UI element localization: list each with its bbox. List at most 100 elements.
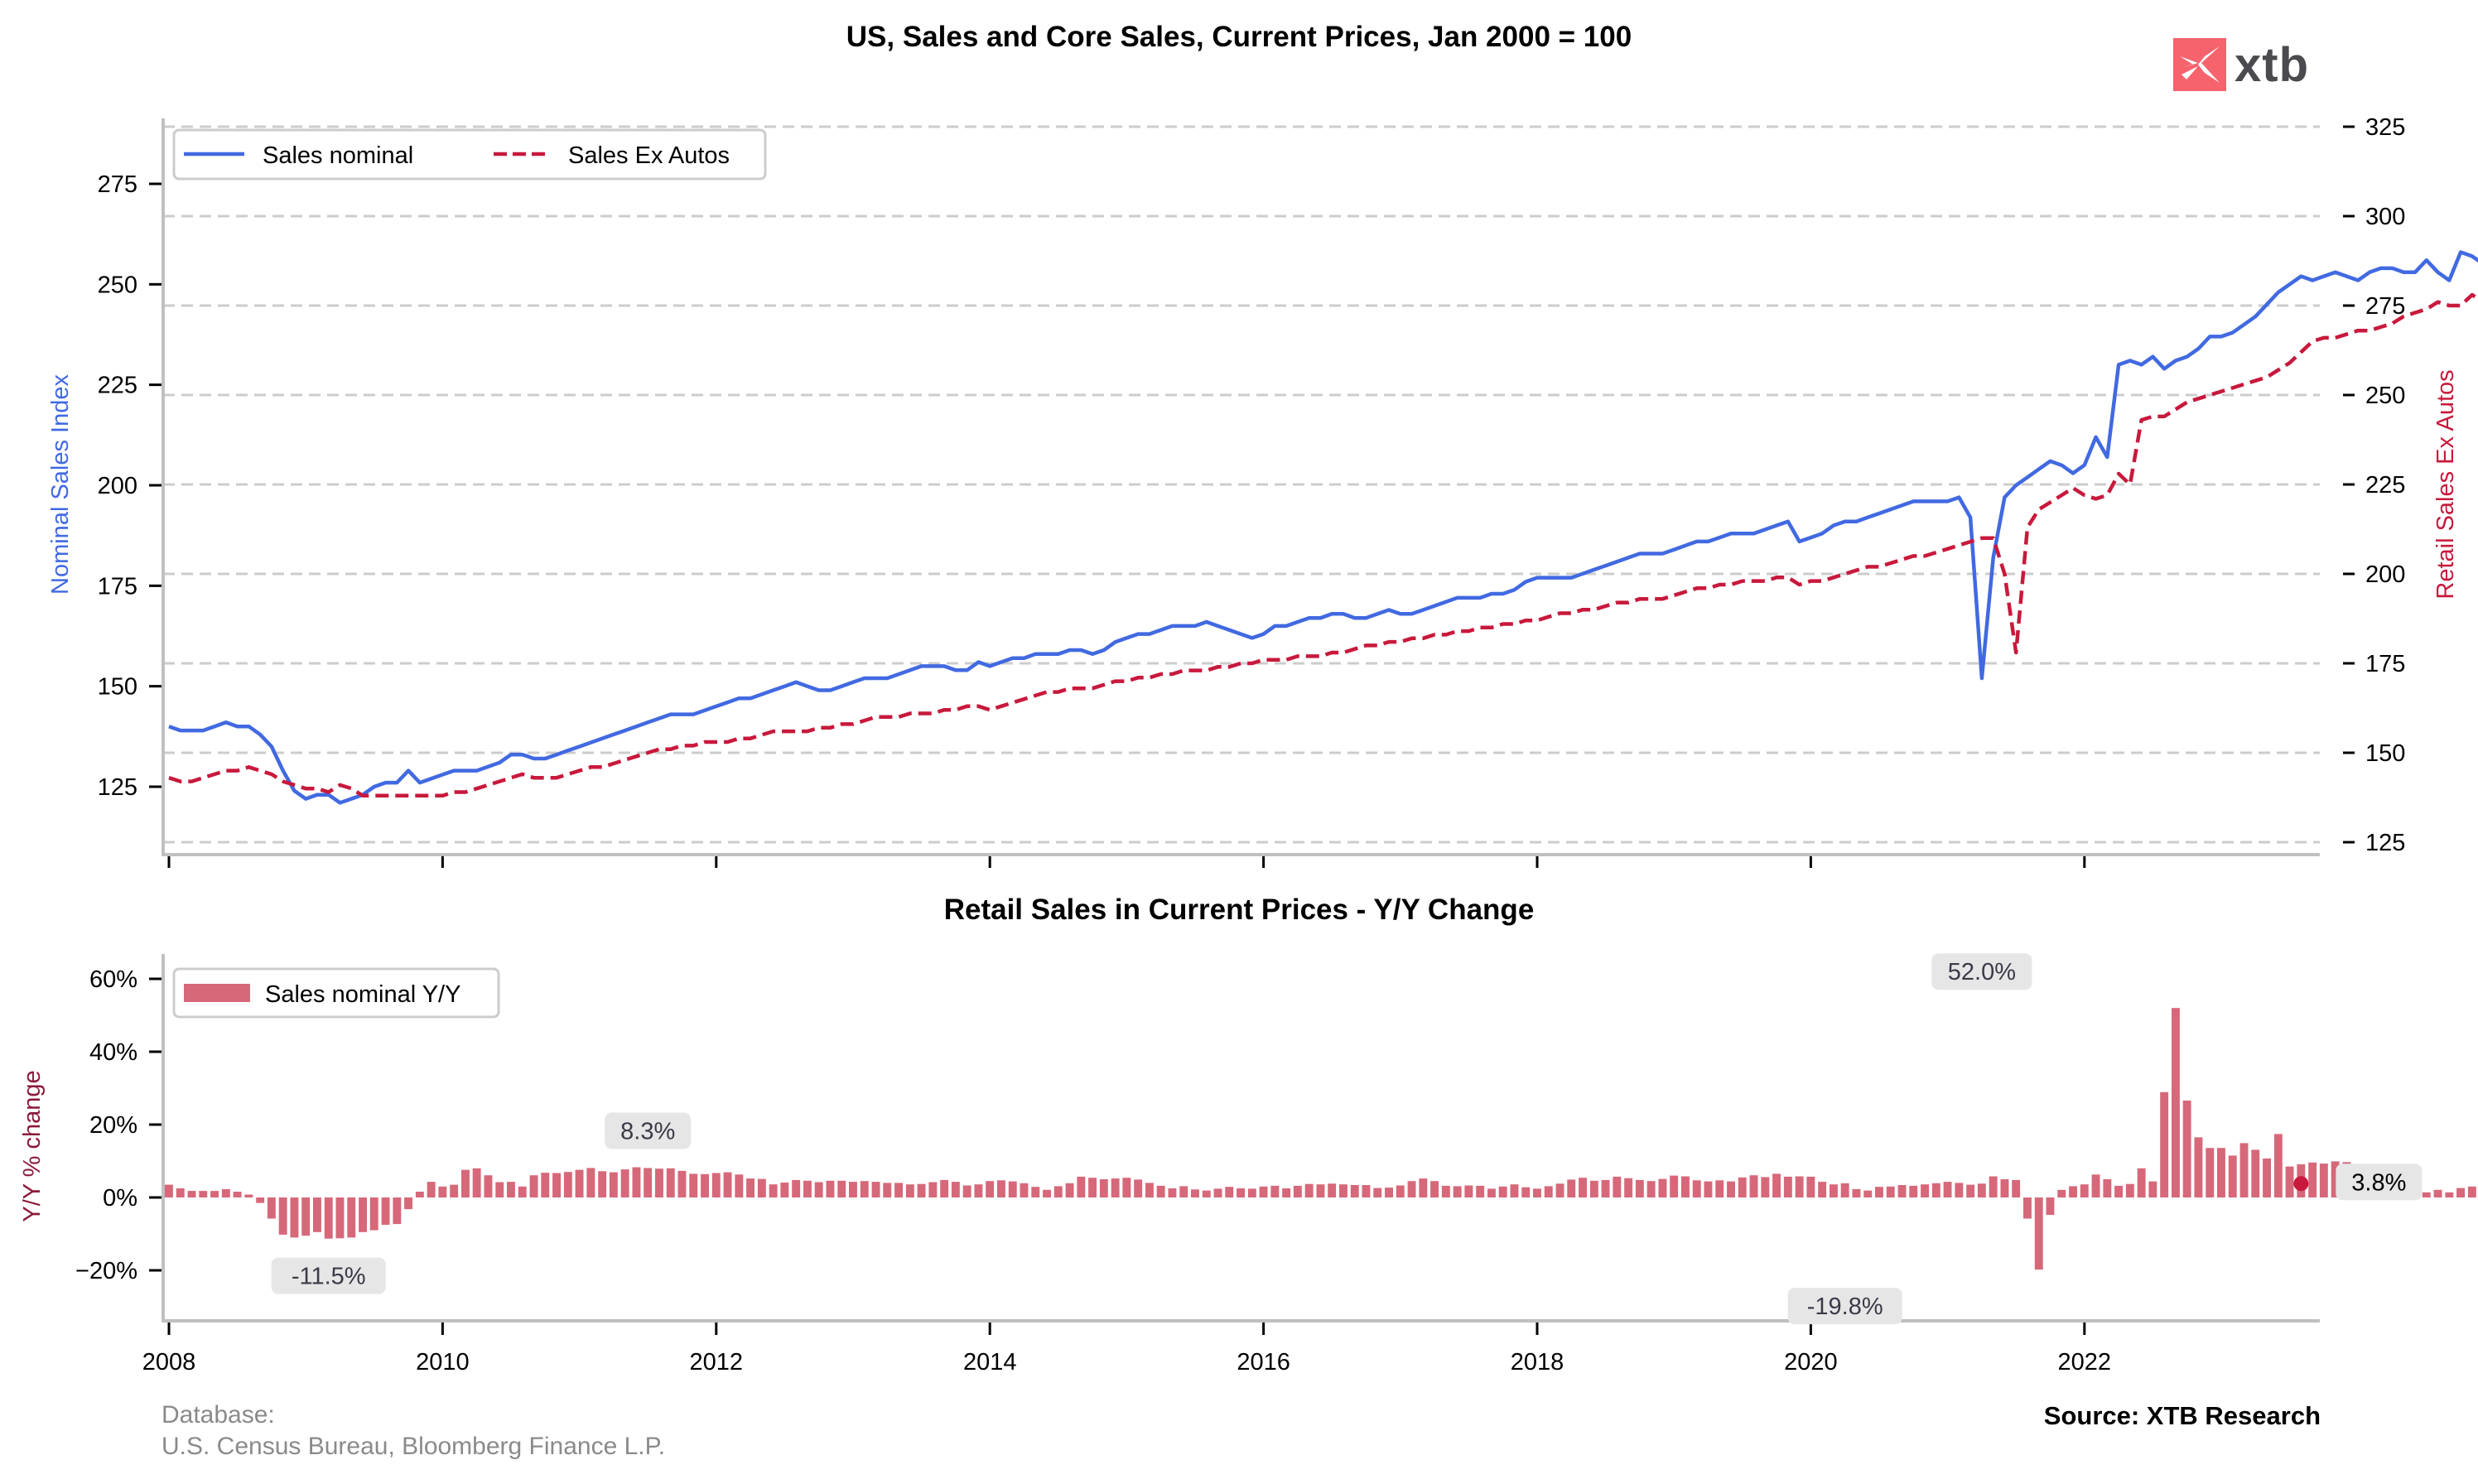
yoy-bar bbox=[1156, 1185, 1165, 1197]
yoy-bar bbox=[2057, 1189, 2066, 1197]
yoy-chart-title: Retail Sales in Current Prices - Y/Y Cha… bbox=[944, 894, 1535, 926]
top-right-y-ticks: 125 150 175 200 225 250 275 300 325 bbox=[2343, 114, 2405, 856]
yoy-bar bbox=[1464, 1185, 1473, 1197]
yoy-bar bbox=[1202, 1190, 1211, 1197]
annotation-label: 3.8% bbox=[2351, 1169, 2406, 1196]
y-tick-label-right: 200 bbox=[2365, 561, 2405, 588]
legend-label-sales-nominal-yoy: Sales nominal Y/Y bbox=[265, 981, 460, 1008]
yoy-bar bbox=[221, 1188, 230, 1197]
yoy-bar bbox=[2091, 1174, 2100, 1197]
yoy-bar bbox=[2172, 1008, 2180, 1197]
yoy-bar bbox=[735, 1174, 744, 1197]
footer-database-label: Database: bbox=[162, 1401, 275, 1429]
yoy-bar bbox=[2114, 1185, 2123, 1197]
yoy-bar bbox=[917, 1183, 926, 1197]
xtb-logo: xtb bbox=[2173, 38, 2309, 92]
yoy-bar bbox=[1247, 1188, 1256, 1197]
yoy-bar bbox=[1259, 1186, 1268, 1197]
yoy-bar bbox=[1373, 1188, 1382, 1197]
yoy-bar bbox=[210, 1191, 219, 1197]
yoy-bar bbox=[860, 1181, 869, 1197]
yoy-bar bbox=[1031, 1187, 1040, 1197]
yoy-bar bbox=[1909, 1185, 1918, 1197]
x-tick-label: 2020 bbox=[1784, 1349, 1838, 1376]
yoy-bar bbox=[176, 1188, 185, 1197]
yoy-bar bbox=[1931, 1183, 1940, 1197]
y-tick-label: 20% bbox=[89, 1112, 137, 1139]
bottom-legend: Sales nominal Y/Y bbox=[172, 967, 500, 1019]
yoy-bar bbox=[666, 1168, 675, 1197]
yoy-bar bbox=[2285, 1166, 2294, 1197]
yoy-bar bbox=[1863, 1190, 1873, 1197]
yoy-bar bbox=[1077, 1176, 1086, 1197]
yoy-bar bbox=[187, 1191, 196, 1197]
yoy-bar bbox=[1441, 1185, 1450, 1197]
yoy-bar bbox=[1830, 1184, 1838, 1197]
yoy-bar bbox=[427, 1182, 436, 1197]
yoy-bar bbox=[2046, 1197, 2055, 1216]
yoy-bar bbox=[677, 1170, 687, 1197]
annotation-label: 52.0% bbox=[1948, 959, 2016, 985]
y-tick-label: −20% bbox=[75, 1258, 137, 1284]
annotation-box bbox=[605, 1112, 692, 1149]
yoy-bar bbox=[1613, 1176, 1622, 1197]
yoy-bar bbox=[2319, 1164, 2328, 1197]
yoy-bar bbox=[689, 1173, 698, 1197]
yoy-bar bbox=[1738, 1177, 1747, 1197]
yoy-bar bbox=[586, 1168, 595, 1197]
yoy-bar bbox=[2467, 1186, 2476, 1197]
yoy-bar bbox=[2137, 1168, 2146, 1197]
yoy-bar bbox=[1191, 1189, 1199, 1197]
yoy-bar bbox=[1430, 1181, 1439, 1197]
yoy-bar bbox=[1270, 1185, 1280, 1197]
main-chart-title: US, Sales and Core Sales, Current Prices… bbox=[846, 21, 1632, 53]
yoy-bar bbox=[1658, 1178, 1667, 1197]
yoy-bar bbox=[359, 1197, 367, 1232]
yoy-bar bbox=[404, 1197, 412, 1210]
yoy-bar bbox=[1521, 1187, 1531, 1197]
annotation-box bbox=[2336, 1164, 2423, 1201]
yoy-bar bbox=[1362, 1185, 1371, 1197]
top-gridlines bbox=[163, 125, 2320, 844]
yoy-bar bbox=[837, 1180, 846, 1197]
yoy-bar bbox=[199, 1191, 208, 1197]
yoy-bar bbox=[883, 1183, 892, 1197]
yoy-bar bbox=[1293, 1185, 1302, 1197]
yoy-bar bbox=[2023, 1197, 2032, 1219]
yoy-bar bbox=[1237, 1188, 1245, 1197]
yoy-bar bbox=[632, 1167, 641, 1197]
yoy-bar bbox=[1977, 1183, 1986, 1197]
yoy-bar bbox=[951, 1182, 960, 1197]
yoy-bar bbox=[1646, 1181, 1656, 1197]
yoy-bar bbox=[529, 1175, 538, 1197]
top-legend-box bbox=[172, 128, 767, 181]
yoy-bar bbox=[1681, 1176, 1690, 1197]
yoy-bar bbox=[2239, 1143, 2249, 1197]
y-tick-label: 40% bbox=[89, 1039, 137, 1066]
annotation-label: 8.3% bbox=[620, 1118, 675, 1144]
yoy-bar bbox=[267, 1197, 276, 1219]
yoy-bar bbox=[1589, 1180, 1598, 1197]
yoy-bar bbox=[552, 1173, 561, 1197]
yoy-bar bbox=[1727, 1181, 1735, 1197]
yoy-bar bbox=[1419, 1178, 1428, 1197]
yoy-bar bbox=[997, 1180, 1005, 1197]
yoy-bar bbox=[1407, 1181, 1416, 1197]
yoy-bar bbox=[507, 1182, 515, 1197]
yoy-bar bbox=[301, 1197, 311, 1236]
yoy-bar bbox=[644, 1168, 653, 1197]
yoy-bar bbox=[347, 1197, 356, 1238]
yoy-bar bbox=[1385, 1188, 1393, 1197]
yoy-bar bbox=[1943, 1182, 1952, 1197]
footer-database: Database: U.S. Census Bureau, Bloomberg … bbox=[162, 1400, 665, 1462]
legend-label-sales-nominal: Sales nominal bbox=[263, 142, 413, 169]
y-tick-label-right: 325 bbox=[2365, 114, 2405, 141]
yoy-bar bbox=[1886, 1186, 1895, 1197]
yoy-bar bbox=[2148, 1181, 2157, 1197]
yoy-bar bbox=[2217, 1148, 2225, 1197]
yoy-bar bbox=[233, 1192, 242, 1197]
yoy-bar bbox=[450, 1184, 459, 1197]
yoy-bar bbox=[1544, 1186, 1553, 1197]
yoy-bar bbox=[1772, 1173, 1781, 1197]
yoy-bar bbox=[1053, 1186, 1063, 1197]
